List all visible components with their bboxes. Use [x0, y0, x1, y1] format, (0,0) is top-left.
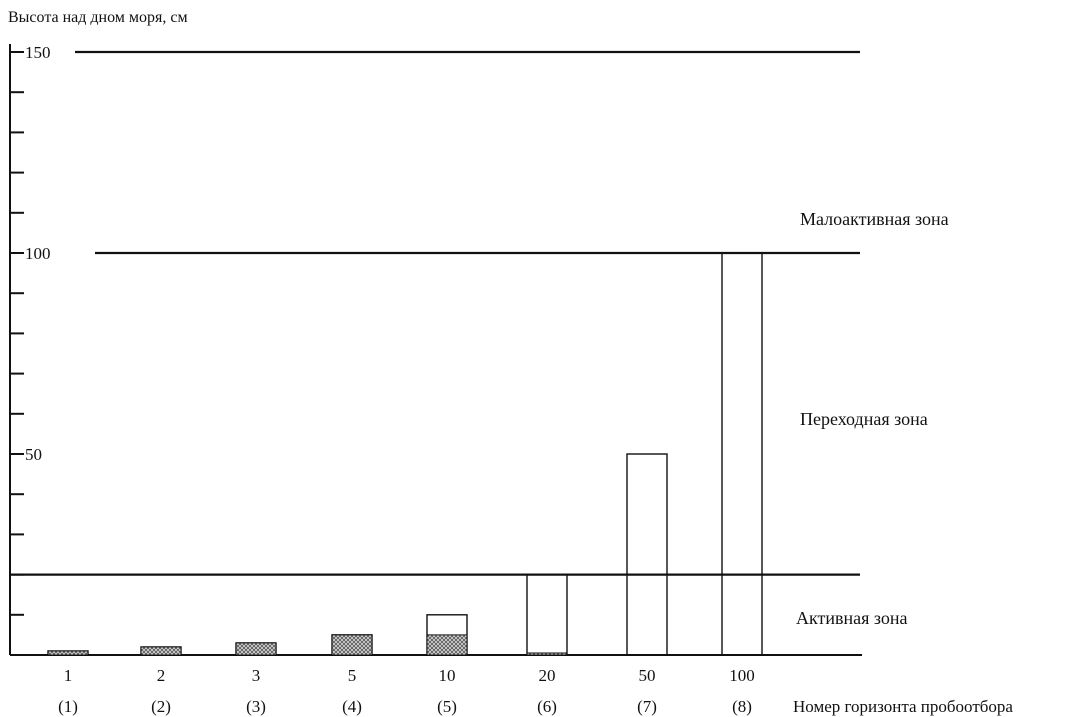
- x-category-number: (1): [58, 697, 78, 716]
- y-tick-label: 50: [25, 445, 42, 464]
- x-category-number: (4): [342, 697, 362, 716]
- bar-hatched: [235, 642, 277, 656]
- y-tick-label: 150: [25, 43, 51, 62]
- axes: 50 100 150: [9, 43, 862, 656]
- x-tick-label: 3: [252, 666, 261, 685]
- x-category-number: (7): [637, 697, 657, 716]
- x-axis-label: Номер горизонта пробоотбора: [793, 697, 1013, 716]
- bar-hatched: [47, 650, 89, 656]
- bar-hatched: [140, 646, 182, 656]
- x-category-number: (6): [537, 697, 557, 716]
- zone-label-transition: Переходная зона: [800, 409, 928, 429]
- x-tick-label: 50: [639, 666, 656, 685]
- x-tick-label: 2: [157, 666, 166, 685]
- y-axis-label: Высота над дном моря, см: [8, 9, 188, 26]
- x-tick-label: 100: [729, 666, 755, 685]
- x-category-number: (3): [246, 697, 266, 716]
- zone-label-active: Активная зона: [796, 608, 908, 628]
- x-tick-label: 5: [348, 666, 357, 685]
- bar-outline: [721, 252, 763, 656]
- zone-lines: [10, 50, 860, 576]
- x-tick-label: 10: [439, 666, 456, 685]
- y-tick-label: 100: [25, 244, 51, 263]
- bar-outline: [626, 453, 668, 656]
- bar-hatched: [426, 634, 468, 656]
- x-category-number: (8): [732, 697, 752, 716]
- bar-hatched: [331, 634, 373, 656]
- x-category-number: (5): [437, 697, 457, 716]
- zone-label-low-active: Малоактивная зона: [800, 209, 949, 229]
- bars: [47, 252, 763, 656]
- x-tick-label: 1: [64, 666, 73, 685]
- x-tick-label: 20: [539, 666, 556, 685]
- x-tick-labels: 1 (1) 2 (2) 3 (3) 5 (4) 10 (5) 20 (6) 50 (7) 100 (8): [58, 666, 755, 716]
- bar-hatched: [526, 652, 568, 656]
- x-category-number: (2): [151, 697, 171, 716]
- bar-outline: [526, 573, 568, 656]
